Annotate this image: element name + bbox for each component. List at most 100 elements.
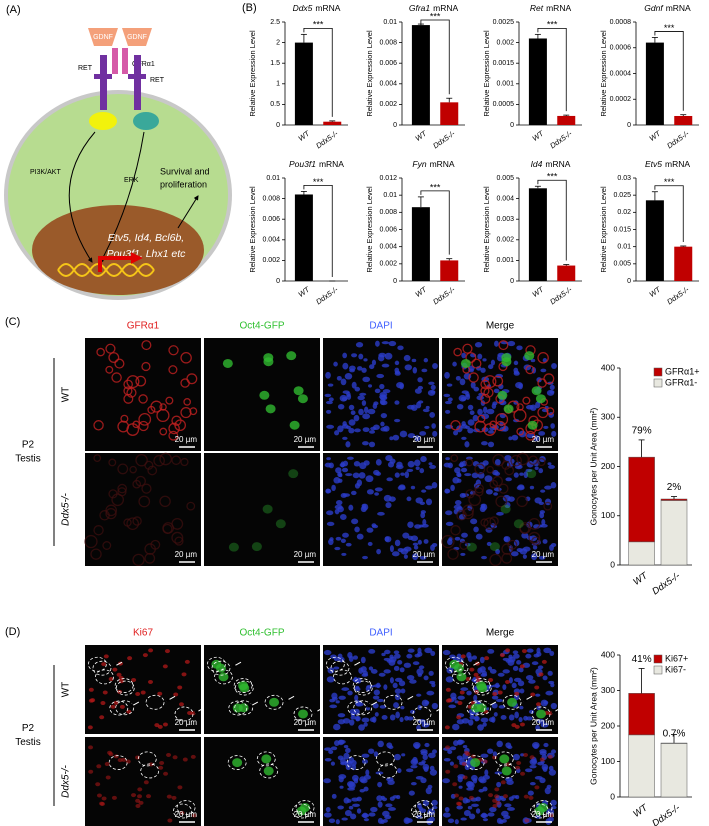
stain (366, 684, 375, 688)
stain (525, 430, 536, 441)
x-tick-label: Ddx5-/- (650, 571, 682, 598)
stain (117, 483, 127, 494)
stain (177, 685, 183, 690)
stain (443, 393, 451, 398)
stain (384, 352, 393, 360)
stain (387, 807, 396, 811)
stain (116, 672, 122, 677)
stain (370, 669, 378, 674)
stain (362, 427, 370, 433)
stain (129, 465, 137, 474)
stain (538, 431, 546, 436)
stain (501, 766, 512, 776)
stain (516, 452, 530, 466)
stain (84, 534, 98, 549)
stain (505, 762, 511, 767)
stain (460, 654, 466, 659)
stain (366, 527, 374, 533)
stain (159, 761, 165, 766)
stain (534, 497, 542, 504)
scale-bar-label: 20 µm (413, 718, 436, 727)
coreceptor-label: GFRα1 (132, 61, 155, 68)
stain (93, 525, 104, 536)
stain (348, 427, 355, 434)
stain (467, 655, 473, 662)
stain (368, 649, 376, 654)
stain (461, 718, 470, 724)
y-tick-label: 0 (276, 122, 280, 129)
title-gene: Ret (530, 3, 544, 13)
y-tick-label: 0.02 (617, 209, 631, 216)
stain (392, 682, 398, 689)
stain (538, 468, 544, 474)
stain (337, 805, 344, 810)
stain (480, 386, 490, 396)
stain (367, 541, 373, 546)
stain (516, 495, 528, 508)
stain (148, 648, 154, 653)
y-tick-label: 0.005 (496, 175, 514, 182)
stain (251, 542, 262, 552)
stain (508, 714, 515, 721)
y-tick-label: 0 (627, 122, 631, 129)
stain (88, 745, 94, 750)
stain (518, 716, 523, 723)
stain (418, 665, 425, 670)
stain (445, 510, 453, 516)
stain (479, 666, 486, 673)
stain (377, 354, 385, 362)
stain (456, 755, 463, 760)
y-tick-label: 0 (276, 278, 280, 285)
stain (342, 421, 347, 427)
stain (484, 656, 490, 661)
stain (166, 752, 172, 757)
stain (325, 400, 333, 405)
stain (550, 799, 557, 806)
stain (381, 714, 388, 720)
stain (450, 484, 455, 492)
stain (137, 787, 143, 792)
stain (488, 430, 495, 434)
outline (530, 803, 549, 819)
stain (171, 531, 184, 544)
stain (172, 755, 178, 760)
y-tick-label: 300 (601, 685, 615, 695)
stain (373, 469, 380, 476)
stain (465, 393, 471, 400)
stain (346, 393, 352, 400)
stain (396, 461, 403, 468)
y-tick-label: 0.008 (262, 195, 280, 202)
stain (407, 521, 414, 529)
stain (348, 404, 355, 411)
stain (504, 454, 512, 462)
stain (358, 724, 365, 731)
stain (331, 793, 337, 799)
stain (418, 806, 423, 812)
stain (503, 404, 514, 414)
stain (477, 724, 484, 731)
stain (533, 653, 540, 658)
stain (496, 511, 504, 516)
stain (489, 806, 497, 813)
stain (381, 797, 388, 802)
column-header: GFRα1 (127, 321, 160, 332)
stain (453, 764, 459, 769)
stain (442, 649, 451, 656)
stain (96, 793, 102, 798)
stain (457, 701, 463, 706)
stain (394, 688, 402, 694)
error-bar (417, 23, 424, 26)
stain (546, 389, 555, 396)
y-tick-label: 0.01 (383, 192, 397, 199)
legend-swatch (653, 665, 663, 675)
stain (420, 512, 426, 519)
stain (523, 752, 529, 757)
stain (373, 401, 379, 406)
stain (452, 723, 460, 731)
stain (420, 749, 428, 754)
pointer-arrow (403, 695, 414, 702)
significance-bracket (654, 31, 684, 111)
stain (450, 692, 457, 700)
stain (543, 742, 549, 748)
stain (407, 460, 415, 468)
